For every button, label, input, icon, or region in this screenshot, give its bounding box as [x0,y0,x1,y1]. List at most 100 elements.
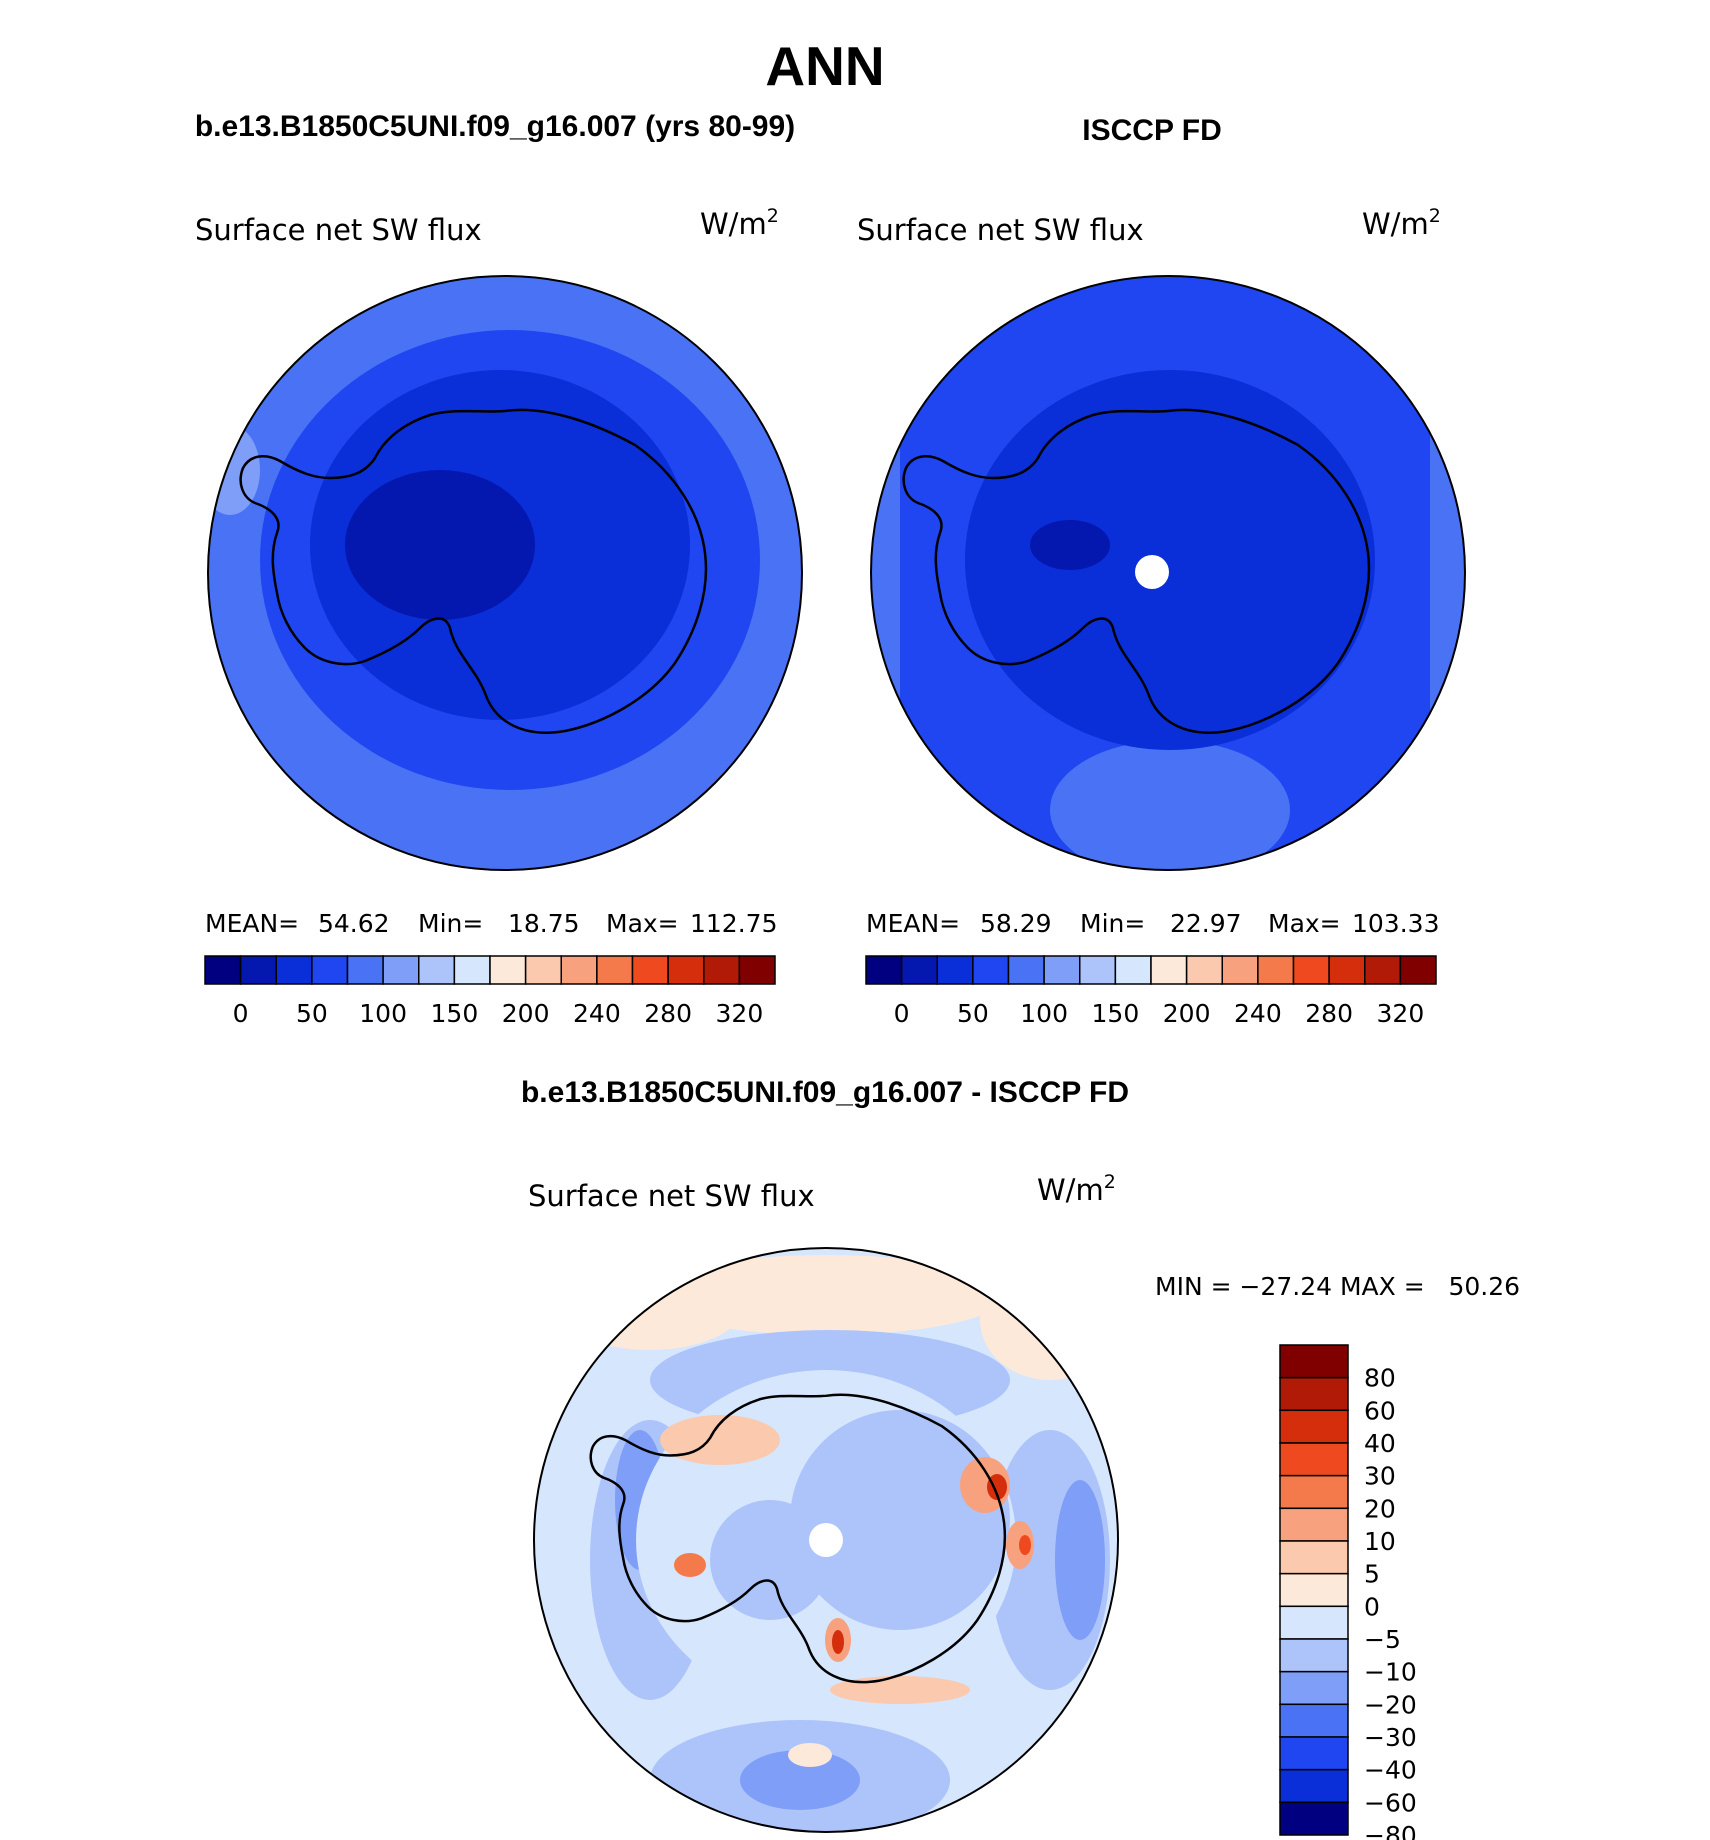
model-mean-label: MEAN= [205,909,299,938]
diff-colorbar-box [1279,1801,1349,1836]
model-colorbar-tick-label: 320 [716,999,764,1028]
diff-colorbar-tick-label: −30 [1364,1723,1417,1752]
model-colorbar-tick-label: 200 [502,999,550,1028]
diff-colorbar-box [1279,1572,1349,1608]
model-colorbar-tick-label: 240 [573,999,621,1028]
diff-colorbar-box [1279,1442,1349,1477]
obs-colorbar-tick-label: 280 [1305,999,1353,1028]
model-map-border [207,275,803,871]
model-max-value: 112.75 [690,909,777,938]
diff-colorbar-box [1279,1605,1349,1640]
diff-colorbar-box [1279,1638,1349,1673]
obs-colorbar-tick-label: 0 [894,999,910,1028]
diff-colorbar-tick-label: −80 [1364,1821,1417,1840]
model-colorbar-tick-label: 50 [296,999,328,1028]
obs-colorbar-box [1114,955,1152,985]
obs-colorbar-box [1185,955,1223,985]
obs-colorbar-box [1364,955,1402,985]
diff-colorbar-tick-label: −5 [1364,1625,1401,1654]
diff-colorbar-box [1279,1540,1349,1575]
obs-map-border [870,275,1466,871]
diff-colorbar-tick-label: 40 [1364,1429,1396,1458]
model-min-label: Min= [418,909,483,938]
model-panel: b.e13.B1850C5UNI.f09_g16.007 (yrs 80-99)… [195,110,803,1028]
obs-colorbar-tick-label: 100 [1020,999,1068,1028]
obs-missing-data-pole [1135,555,1169,589]
model-colorbar-box [560,955,598,985]
diff-panel-title: b.e13.B1850C5UNI.f09_g16.007 - ISCCP FD [521,1076,1129,1109]
model-colorbar-box [204,955,242,985]
model-panel-title: b.e13.B1850C5UNI.f09_g16.007 (yrs 80-99) [195,110,795,143]
diff-colorbar-box [1279,1409,1349,1444]
model-colorbar-box [596,955,634,985]
model-colorbar-box [738,955,776,985]
model-colorbar-labels: 0 50 100 150 200 240 280 320 [233,999,764,1028]
obs-units-label: W/m2 [1362,205,1441,241]
model-stats: MEAN= 54.62 Min= 18.75 Max= 112.75 [205,909,777,938]
diff-colorbar-box [1279,1474,1349,1510]
obs-colorbar-box [1079,955,1117,985]
model-variable-label: Surface net SW flux [195,213,482,247]
obs-colorbar-tick-label: 320 [1377,999,1425,1028]
obs-colorbar-box [1043,955,1081,985]
diff-missing-data-pole [809,1523,843,1557]
obs-colorbar-box [900,955,938,985]
diff-colorbar-tick-label: −60 [1364,1788,1417,1817]
diff-colorbar-tick-label: 5 [1364,1560,1380,1589]
obs-variable-label: Surface net SW flux [857,213,1144,247]
obs-colorbar-box [936,955,974,985]
model-colorbar-box [489,955,527,985]
obs-colorbar-box [1150,955,1188,985]
diff-colorbar-box [1279,1768,1349,1804]
diff-colorbar-box [1279,1670,1349,1706]
model-colorbar-box [453,955,491,985]
obs-colorbar [865,955,1437,985]
obs-panel: ISCCP FD Surface net SW flux W/m2 MEAN= … [857,114,1466,1028]
model-colorbar-box [275,955,313,985]
obs-min-value: 22.97 [1170,909,1242,938]
model-colorbar-tick-label: 0 [233,999,249,1028]
model-colorbar-box [311,955,349,985]
model-colorbar-box [418,955,456,985]
model-colorbar-box [667,955,705,985]
diff-panel: b.e13.B1850C5UNI.f09_g16.007 - ISCCP FD … [521,1076,1520,1840]
obs-colorbar-box [1257,955,1295,985]
diff-colorbar-box [1279,1507,1349,1542]
model-colorbar-box [524,955,562,985]
obs-colorbar-box [1007,955,1045,985]
model-colorbar-tick-label: 280 [644,999,692,1028]
diff-variable-label: Surface net SW flux [528,1179,815,1213]
model-max-label: Max= [606,909,679,938]
obs-colorbar-tick-label: 240 [1234,999,1282,1028]
diff-colorbar-tick-label: 60 [1364,1396,1396,1425]
obs-colorbar-box [972,955,1010,985]
model-colorbar-box [631,955,669,985]
model-min-value: 18.75 [508,909,580,938]
diff-colorbar-tick-label: −10 [1364,1658,1417,1687]
diff-colorbar-tick-label: 0 [1364,1592,1380,1621]
obs-colorbar-box [865,955,903,985]
obs-colorbar-box [1399,955,1437,985]
model-colorbar-box [346,955,384,985]
model-colorbar-box [703,955,741,985]
obs-colorbar-box [1221,955,1259,985]
diff-colorbar-tick-label: −40 [1364,1756,1417,1785]
diff-colorbar-tick-label: 10 [1364,1527,1396,1556]
diff-colorbar-box [1279,1376,1349,1412]
diff-colorbar [1279,1344,1349,1836]
main-title: ANN [765,35,884,97]
diff-colorbar-box [1279,1344,1349,1379]
diff-colorbar-tick-label: −20 [1364,1690,1417,1719]
obs-colorbar-box [1328,955,1366,985]
obs-stats: MEAN= 58.29 Min= 22.97 Max= 103.33 [866,909,1439,938]
diff-map [534,1248,1118,1832]
model-units-label: W/m2 [700,205,779,241]
diff-minmax-text: MIN = −27.24 MAX = 50.26 [1155,1272,1520,1301]
diff-map-border [533,1247,1119,1833]
model-colorbar-tick-label: 100 [359,999,407,1028]
obs-colorbar-tick-label: 50 [957,999,989,1028]
model-colorbar [204,955,776,985]
diff-colorbar-labels: 80 60 40 30 20 10 5 0 −5 −10 −20 −30 −40 −60 −80 [1364,1364,1417,1840]
